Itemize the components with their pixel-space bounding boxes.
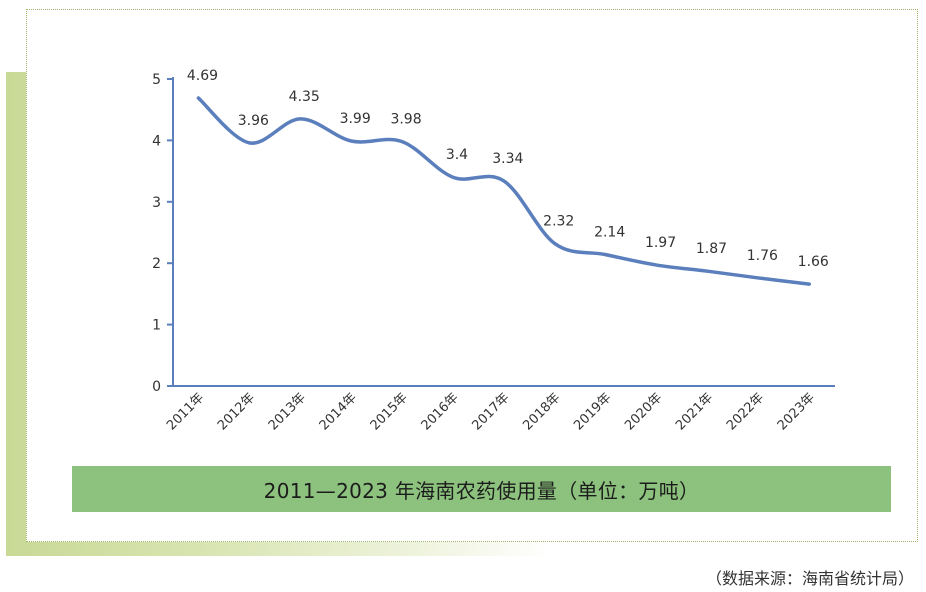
data-point bbox=[349, 139, 353, 143]
x-tick-label: 2022年 bbox=[724, 390, 767, 433]
data-point bbox=[400, 140, 404, 144]
x-tick-label: 2016年 bbox=[419, 390, 462, 433]
y-tick-label: 5 bbox=[152, 72, 161, 88]
data-label: 1.66 bbox=[798, 254, 829, 270]
line-chart: 0 1 2 3 4 5 2011年 2012年 2013年 2014年 2015年 2016年 2017… bbox=[152, 68, 835, 433]
data-point bbox=[196, 96, 200, 100]
data-label: 3.4 bbox=[446, 147, 468, 163]
x-tick-label: 2023年 bbox=[775, 390, 818, 433]
x-tick-label: 2019年 bbox=[571, 390, 614, 433]
chart-title-banner: 2011—2023 年海南农药使用量（单位：万吨） bbox=[72, 466, 891, 512]
data-point bbox=[705, 269, 709, 273]
data-label: 1.76 bbox=[747, 248, 778, 264]
data-point bbox=[451, 175, 455, 179]
data-label: 1.87 bbox=[696, 241, 727, 257]
chart-title: 2011—2023 年海南农药使用量（单位：万吨） bbox=[263, 478, 700, 503]
data-point bbox=[298, 117, 302, 121]
x-tick-label: 2015年 bbox=[368, 390, 411, 433]
y-tick-label: 2 bbox=[152, 256, 161, 272]
y-tick-label: 4 bbox=[152, 133, 161, 149]
data-label: 2.32 bbox=[543, 214, 574, 230]
data-point bbox=[502, 179, 506, 183]
y-tick-label: 1 bbox=[152, 318, 161, 334]
data-point bbox=[655, 263, 659, 267]
x-tick-label: 2021年 bbox=[673, 390, 716, 433]
x-tick-label: 2014年 bbox=[317, 390, 360, 433]
data-label: 3.98 bbox=[390, 112, 421, 128]
data-label: 2.14 bbox=[594, 225, 625, 241]
data-source-note: （数据来源：海南省统计局） bbox=[705, 569, 914, 588]
x-tick-label: 2011年 bbox=[164, 390, 207, 433]
data-label: 3.34 bbox=[492, 151, 523, 167]
data-point bbox=[604, 253, 608, 257]
y-tick-label: 3 bbox=[152, 195, 161, 211]
data-label: 1.97 bbox=[645, 235, 676, 251]
x-tick-label: 2013年 bbox=[266, 390, 309, 433]
data-label: 3.96 bbox=[238, 113, 269, 129]
x-tick-label: 2020年 bbox=[622, 390, 665, 433]
chart-frame: 0 1 2 3 4 5 2011年 2012年 2013年 2014年 2015年 2016年 2017… bbox=[26, 9, 918, 542]
data-point bbox=[807, 282, 811, 286]
x-tick-label: 2012年 bbox=[215, 390, 258, 433]
x-tick-label: 2017年 bbox=[469, 390, 512, 433]
data-point bbox=[756, 276, 760, 280]
data-label: 4.69 bbox=[187, 68, 218, 84]
y-tick-label: 0 bbox=[152, 379, 161, 395]
x-tick-label: 2018年 bbox=[520, 390, 563, 433]
data-label: 3.99 bbox=[340, 111, 371, 127]
data-point bbox=[247, 141, 251, 145]
data-label: 4.35 bbox=[289, 89, 320, 105]
data-point bbox=[553, 242, 557, 246]
